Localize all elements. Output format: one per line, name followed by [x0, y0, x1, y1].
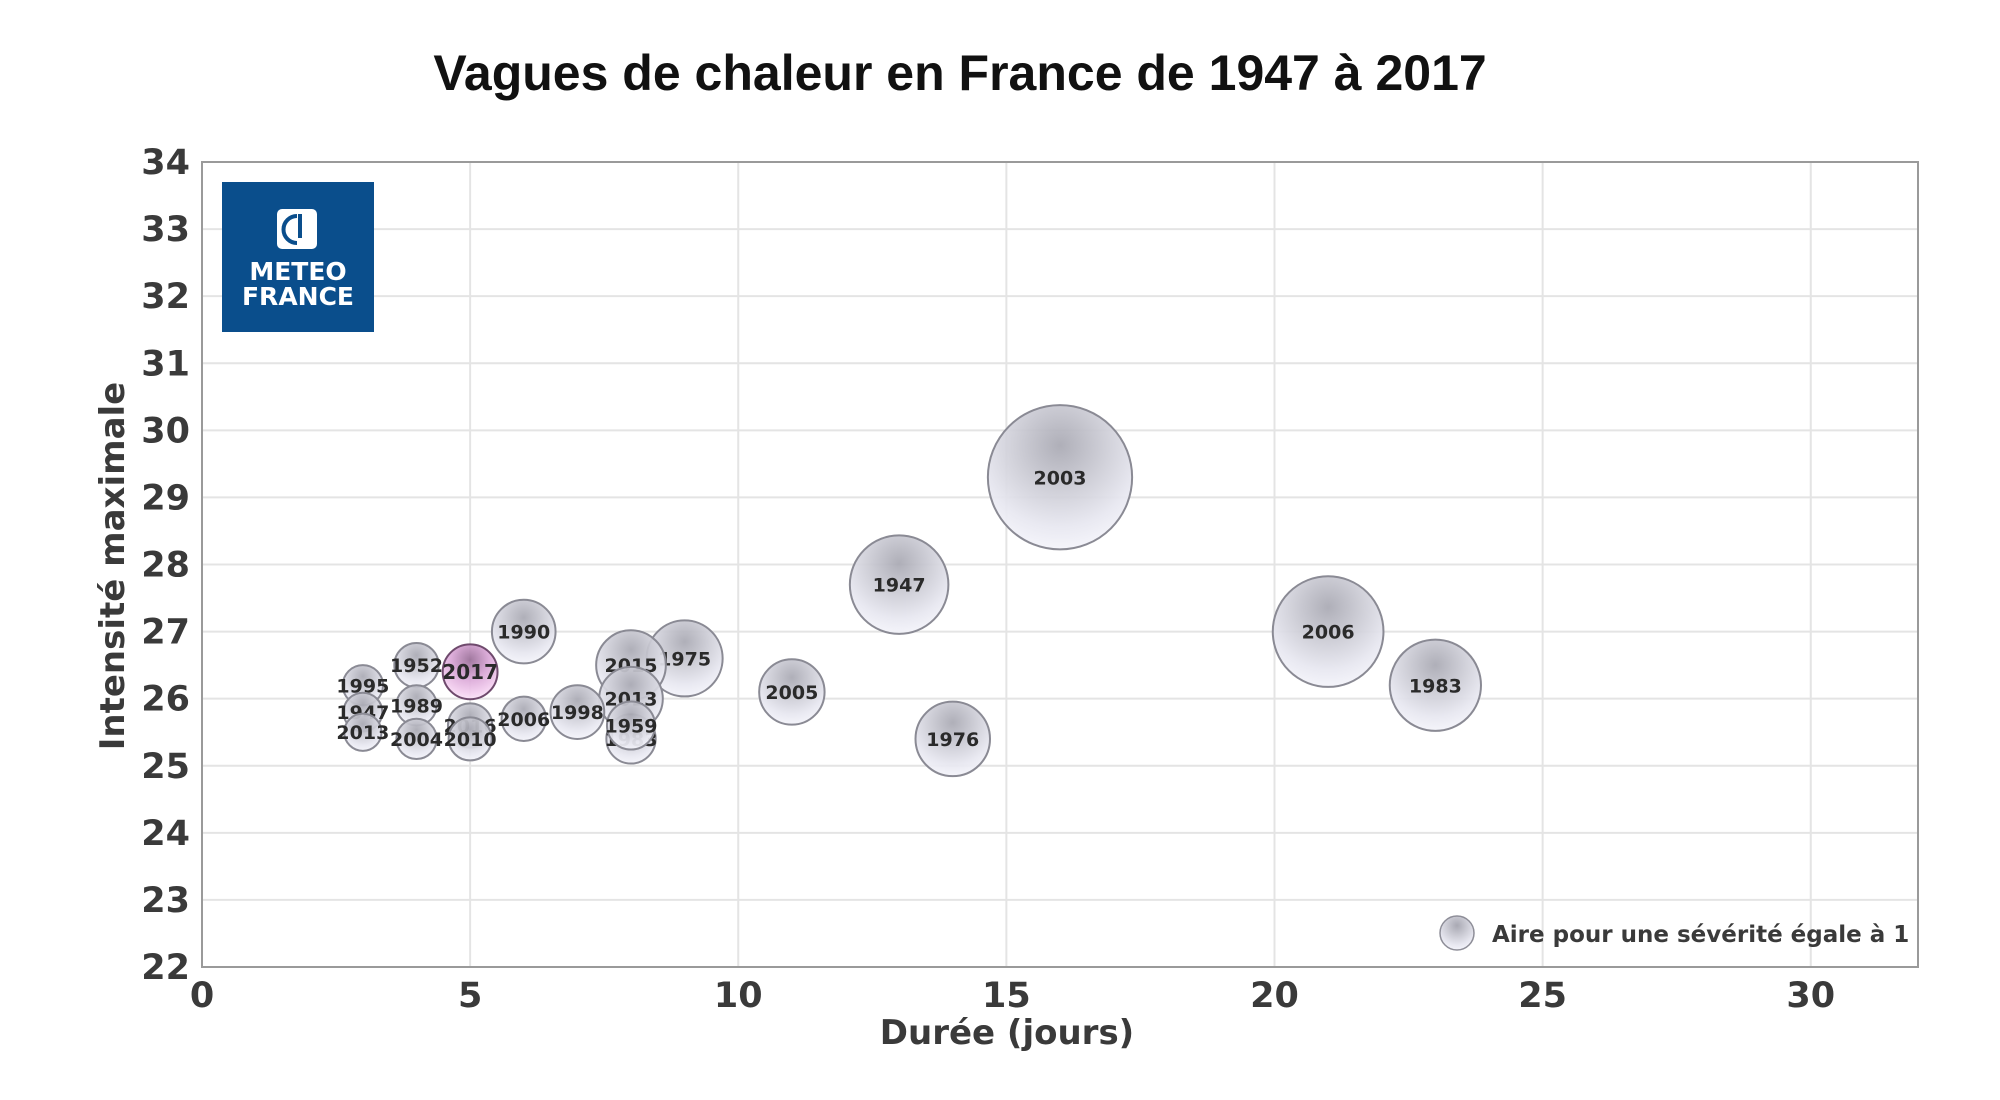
- bubble-year-label: 1947: [873, 575, 926, 597]
- bubble-circle: [500, 695, 547, 742]
- bubble-1983: 1983: [1388, 638, 1482, 732]
- bubble-year-label: 2017: [442, 660, 498, 684]
- bubble-year-label: 1975: [658, 648, 711, 670]
- logo-symbol-mark-icon: [281, 214, 302, 245]
- bubble-2006: 2006: [497, 695, 550, 742]
- x-tick-label: 5: [458, 976, 482, 1016]
- y-tick-label: 28: [141, 546, 190, 586]
- bubble-year-label: 2005: [765, 682, 818, 704]
- bubble-circle: [1271, 575, 1385, 688]
- y-tick-label: 33: [141, 210, 190, 250]
- bubble-1959: 1959: [605, 700, 658, 751]
- bubble-2003: 2003: [986, 404, 1134, 551]
- bubble-circle: [395, 717, 438, 761]
- bubble-1975: 1975: [645, 619, 724, 698]
- y-tick-label: 25: [141, 747, 190, 787]
- y-tick-label: 22: [141, 948, 190, 988]
- logo-text-france: FRANCE: [242, 282, 354, 311]
- y-tick-label: 23: [141, 881, 190, 921]
- bubble-year-label: 1976: [926, 729, 979, 751]
- bubble-circle: [986, 404, 1134, 551]
- legend-label: Aire pour une sévérité égale à 1: [1492, 922, 1909, 948]
- y-tick-label: 24: [141, 814, 190, 854]
- bubble-circle: [914, 700, 991, 778]
- bubble-year-label: 2006: [497, 709, 550, 731]
- bubble-year-label: 1959: [605, 716, 658, 738]
- y-tick-label: 29: [141, 478, 190, 518]
- bubble-1990: 1990: [490, 598, 557, 665]
- bubble-1998: 1998: [549, 684, 606, 740]
- bubble-year-label: 2003: [1034, 467, 1087, 489]
- x-tick-label: 10: [714, 976, 763, 1016]
- bubble-year-label: 1995: [336, 675, 389, 697]
- bubble-1976: 1976: [914, 700, 991, 778]
- bubble-year-label: 2010: [444, 729, 497, 751]
- bubble-2004: 2004: [390, 717, 443, 761]
- y-tick-label: 32: [141, 277, 190, 317]
- legend: Aire pour une sévérité égale à 1: [1439, 915, 1909, 951]
- bubbles: 2003200619471983197519762015200519902013…: [336, 404, 1482, 778]
- x-tick-label: 25: [1518, 976, 1567, 1016]
- x-axis-label: Durée (jours): [880, 1013, 1134, 1053]
- y-axis-label: Intensité maximale: [93, 382, 133, 750]
- bubble-year-label: 1989: [390, 695, 443, 717]
- bubble-2010: 2010: [444, 716, 497, 762]
- x-tick-label: 15: [982, 976, 1031, 1016]
- bubble-year-label: 1998: [551, 702, 604, 724]
- bubble-year-label: 1952: [390, 655, 443, 677]
- bubble-circle: [605, 700, 657, 751]
- bubble-year-label: 1990: [497, 622, 550, 644]
- bubble-year-label: 2006: [1302, 622, 1355, 644]
- bubble-1989: 1989: [390, 684, 443, 727]
- logo-background: [222, 182, 374, 332]
- y-tick-label: 31: [141, 344, 190, 384]
- bubble-1947: 1947: [848, 534, 950, 635]
- legend-bubble-icon: [1439, 915, 1475, 951]
- bubble-circle: [758, 658, 826, 726]
- x-tick-label: 30: [1786, 976, 1835, 1016]
- bubble-circle: [549, 684, 606, 740]
- logo-text-meteo: METEO: [249, 257, 346, 286]
- bubble-circle: [343, 712, 383, 752]
- bubble-year-label: 2013: [336, 722, 389, 744]
- bubble-2017: 2017: [441, 643, 499, 701]
- bubble-circle: [848, 534, 950, 635]
- grid: [201, 161, 1918, 968]
- bubble-circle: [490, 598, 557, 665]
- bubble-circle: [441, 643, 499, 701]
- axis-ticks: 0 5 10 15 20 25 30 22 23 24 25 26 27 28 29 30 31 32 33 34: [141, 143, 1835, 1016]
- bubble-year-label: 2004: [390, 729, 443, 751]
- y-tick-label: 30: [141, 411, 190, 451]
- y-tick-label: 26: [141, 680, 190, 720]
- y-tick-label: 34: [141, 143, 190, 183]
- bubble-1952: 1952: [390, 641, 443, 689]
- meteo-france-logo: METEO FRANCE: [222, 182, 374, 332]
- chart-title: Vagues de chaleur en France de 1947 à 20…: [433, 45, 1486, 101]
- bubble-2005: 2005: [758, 658, 826, 726]
- bubble-circle: [1388, 638, 1482, 732]
- bubble-year-label: 1983: [1409, 675, 1462, 697]
- bubble-2013: 2013: [336, 712, 389, 752]
- x-tick-label: 20: [1250, 976, 1299, 1016]
- x-tick-label: 0: [190, 976, 214, 1016]
- plot-area-frame: [201, 161, 1919, 968]
- bubble-circle: [447, 716, 493, 762]
- y-tick-label: 27: [141, 613, 190, 653]
- bubble-2006: 2006: [1271, 575, 1385, 688]
